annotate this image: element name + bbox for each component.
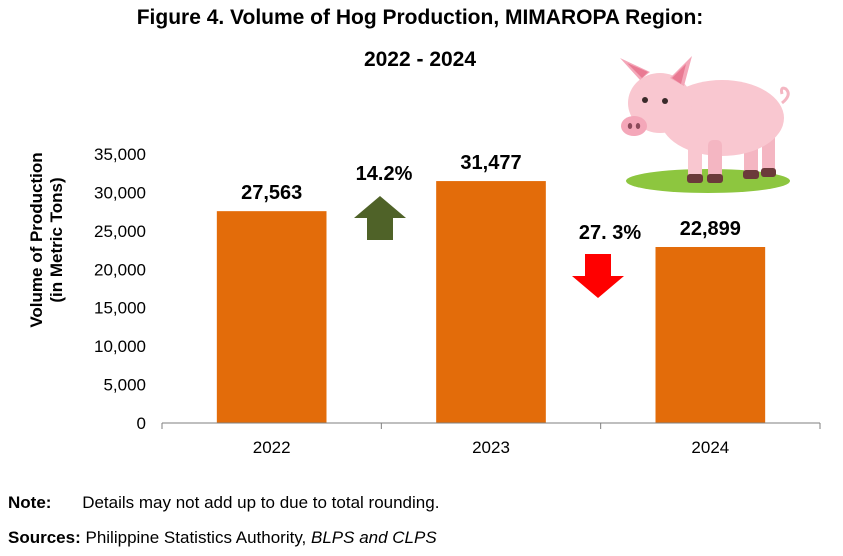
y-axis-ticks: 0 5,000 10,000 15,000 20,000 25,000 30,000 35,0… [94,145,146,433]
y-axis-label-line1: Volume of Production [27,152,46,327]
y-tick-label: 5,000 [103,376,146,395]
y-tick-label: 35,000 [94,145,146,164]
sources-italic-text: BLPS and CLPS [311,528,437,547]
data-label: 22,899 [680,218,741,240]
bar-chart: Volume of Production (in Metric Tons) 0 5… [27,56,821,457]
increase-percent: 14.2% [356,163,413,185]
up-arrow-icon [354,196,406,240]
data-label: 31,477 [460,152,521,174]
x-tick-label: 2022 [253,438,291,457]
chart-title-line2: 2022 - 2024 [363,48,477,71]
bars [216,181,766,423]
y-tick-label: 20,000 [94,260,146,279]
pig-icon [620,56,790,193]
y-tick-label: 15,000 [94,299,146,318]
down-arrow-icon [572,254,624,298]
x-tick-label: 2023 [472,438,510,457]
data-label: 27,563 [241,182,302,204]
decrease-annotation: 27. 3% [572,222,641,298]
y-tick-label: 10,000 [94,337,146,356]
increase-annotation: 14.2% [354,163,413,240]
bar-2024 [655,247,766,423]
chart-title-line1: Figure 4. Volume of Hog Production, MIMA… [136,6,704,29]
note-label: Note: [8,493,52,512]
note-line: Note: Details may not add up to due to t… [8,493,439,513]
decrease-percent: 27. 3% [579,222,641,244]
y-tick-label: 30,000 [94,183,146,202]
x-tick-label: 2024 [691,438,729,457]
y-axis-label-line2: (in Metric Tons) [47,177,66,302]
y-tick-label: 25,000 [94,222,146,241]
data-labels: 27,563 31,477 22,899 [241,152,741,240]
y-tick-label: 0 [137,414,146,433]
sources-label: Sources: [8,528,81,547]
bar-2023 [436,181,546,423]
note-text: Details may not add up to due to total r… [82,493,440,512]
sources-text: Philippine Statistics Authority, [85,528,311,547]
x-axis-ticks: 2022 2023 2024 [161,423,821,457]
sources-line: Sources: Philippine Statistics Authority… [8,528,437,548]
bar-2022 [216,211,327,423]
